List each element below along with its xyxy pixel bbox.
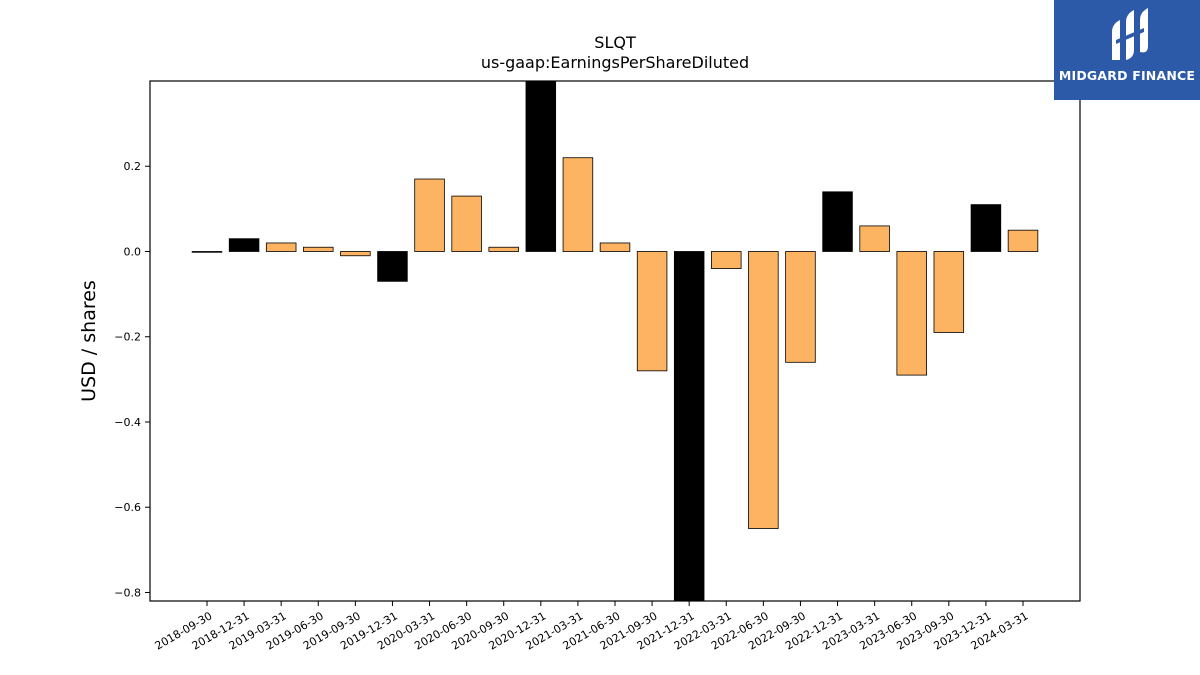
y-tick-label: −0.6 xyxy=(114,501,141,514)
y-tick-label: 0.0 xyxy=(124,245,142,258)
bar-2021-12-31 xyxy=(673,251,705,602)
bar-2018-12-31 xyxy=(228,238,260,252)
bar-2020-03-31 xyxy=(414,178,445,252)
bar-2020-12-31 xyxy=(525,80,557,252)
bar-2022-03-31 xyxy=(711,251,742,269)
bar-2019-12-31 xyxy=(377,251,408,282)
plot-frame xyxy=(149,80,1081,602)
bar-2024-03-31 xyxy=(1007,229,1039,252)
bar-2020-09-30 xyxy=(488,246,519,252)
bar-2018-09-30 xyxy=(191,251,223,253)
bar-2019-03-31 xyxy=(265,242,297,252)
y-axis-label: USD / shares xyxy=(78,280,100,402)
logo-text: MIDGARD FINANCE xyxy=(1058,68,1196,83)
bar-2019-06-30 xyxy=(303,246,334,252)
y-tick-label: 0.2 xyxy=(124,160,142,173)
bar-2021-06-30 xyxy=(599,242,631,252)
bar-2023-12-31 xyxy=(970,204,1002,252)
bar-2023-09-30 xyxy=(933,251,965,333)
bar-2022-09-30 xyxy=(785,251,816,363)
y-tick-label: −0.2 xyxy=(114,331,141,344)
bar-2022-06-30 xyxy=(748,251,779,529)
y-tick-label: −0.8 xyxy=(114,586,141,599)
chart-subtitle: us-gaap:EarningsPerShareDiluted xyxy=(480,53,750,72)
bar-2022-12-31 xyxy=(822,191,853,252)
bar-2021-09-30 xyxy=(636,251,668,372)
y-tick-label: −0.4 xyxy=(114,416,141,429)
chart-title: SLQT xyxy=(594,33,636,52)
bar-2021-03-31 xyxy=(562,157,594,252)
bar-2023-03-31 xyxy=(859,225,890,252)
logo-mark-icon xyxy=(1112,8,1148,60)
bar-2020-06-30 xyxy=(451,195,482,252)
bar-2023-06-30 xyxy=(896,251,927,376)
midgard-finance-logo: MIDGARD FINANCE xyxy=(1054,0,1200,100)
bar-2019-09-30 xyxy=(340,251,371,257)
